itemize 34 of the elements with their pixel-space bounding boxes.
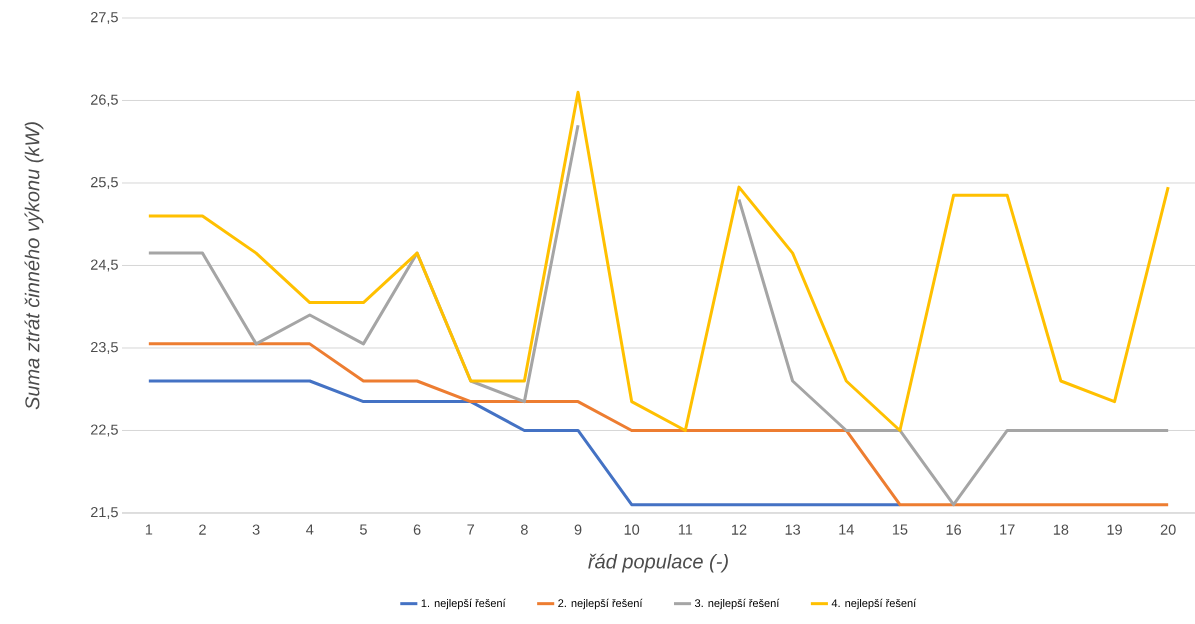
x-tick-label: 15 (892, 524, 908, 535)
x-tick-label: 8 (520, 524, 528, 535)
x-tick-label: 13 (785, 524, 801, 535)
x-tick-label: 5 (359, 524, 367, 535)
y-axis-title: Suma ztrát činného výkonu (kW) (24, 122, 44, 410)
x-tick-label: 3 (252, 524, 260, 535)
x-axis-title: řád populace (-) (588, 553, 728, 573)
x-tick-label: 14 (839, 524, 854, 535)
x-tick-label: 18 (1053, 524, 1069, 535)
y-tick-label: 21,5 (90, 506, 118, 519)
y-tick-label: 23,5 (90, 341, 118, 354)
y-tick-label: 27,5 (90, 12, 118, 24)
legend-label: 1. nejlepší řešení (421, 598, 506, 610)
y-tick-label: 22,5 (90, 424, 118, 437)
x-tick-label: 4 (306, 524, 314, 535)
y-tick-label: 25,5 (90, 177, 118, 189)
legend-label: 2. nejlepší řešení (558, 598, 643, 610)
x-tick-label: 7 (467, 524, 475, 535)
x-tick-label: 6 (413, 524, 421, 535)
x-tick-label: 1 (145, 524, 153, 535)
x-tick-label: 9 (574, 524, 582, 535)
x-tick-label: 20 (1160, 524, 1176, 535)
x-tick-label: 12 (732, 524, 747, 535)
y-tick-label: 26,5 (90, 94, 118, 107)
x-tick-label: 2 (199, 524, 206, 535)
line-series (147, 90, 1170, 432)
x-tick-label: 17 (1000, 524, 1015, 535)
x-tick-label: 19 (1107, 524, 1122, 535)
legend-label: 4. nejlepší řešení (831, 598, 917, 610)
legend-label: 3. nejlepší řešení (694, 598, 780, 610)
x-tick-label: 10 (624, 524, 640, 535)
y-tick-label: 24,5 (90, 259, 118, 272)
x-tick-label: 16 (946, 524, 961, 535)
x-tick-label: 11 (678, 524, 693, 535)
